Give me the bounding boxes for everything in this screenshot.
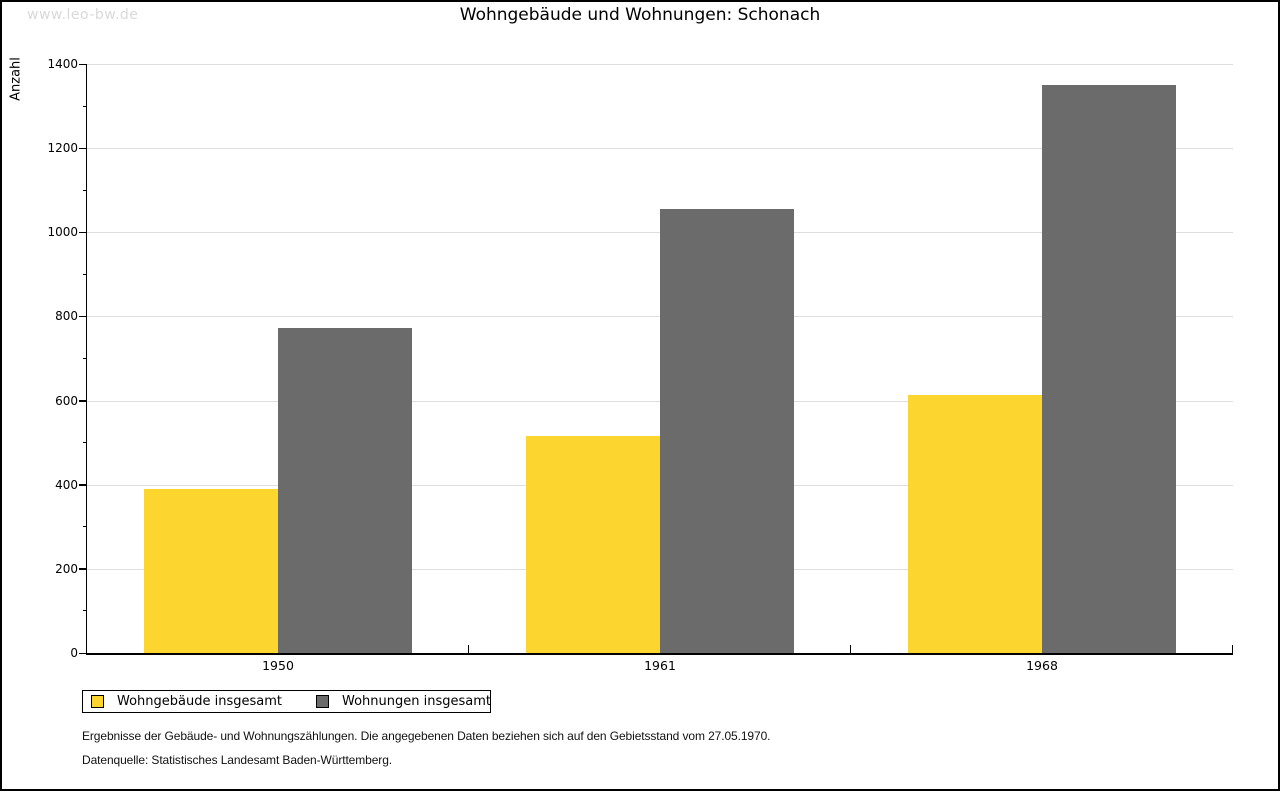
y-tick-label: 0 <box>70 646 78 660</box>
bar-wohnungen-1968 <box>1042 85 1176 653</box>
y-major-tick <box>79 484 87 486</box>
legend-label: Wohngebäude insgesamt <box>117 694 282 709</box>
y-tick-label: 800 <box>55 309 78 324</box>
y-major-tick <box>79 568 87 570</box>
legend-swatch <box>316 695 329 708</box>
x-boundary-tick <box>849 645 851 653</box>
y-tick-label: 1200 <box>47 141 78 156</box>
y-minor-tick <box>83 610 87 612</box>
y-tick-label: 1400 <box>47 57 78 71</box>
y-major-tick <box>79 231 87 234</box>
legend-item: Wohngebäude insgesamt <box>91 694 282 709</box>
x-boundary-tick <box>467 645 469 653</box>
gridline <box>87 64 1233 65</box>
y-minor-tick <box>83 273 87 275</box>
x-tick-label: 1961 <box>644 658 676 673</box>
x-boundary-tick <box>1231 645 1233 653</box>
legend-swatch <box>91 695 104 708</box>
y-major-tick <box>79 147 87 150</box>
y-tick-label: 400 <box>55 477 78 492</box>
chart-title: Wohngebäude und Wohnungen: Schonach <box>459 5 821 25</box>
y-major-tick <box>79 63 87 65</box>
x-tick-label: 1950 <box>262 658 294 673</box>
x-tick-label: 1968 <box>1026 658 1058 673</box>
y-minor-tick <box>83 442 87 444</box>
y-major-tick <box>79 315 87 318</box>
footnote-data-source: Datenquelle: Statistisches Landesamt Bad… <box>82 753 392 767</box>
y-minor-tick <box>83 189 87 191</box>
legend-item: Wohnungen insgesamt <box>316 694 491 709</box>
bar-wohnungen-1950 <box>278 328 412 653</box>
x-axis-line <box>85 652 1233 655</box>
footnote-source-note: Ergebnisse der Gebäude- und Wohnungszähl… <box>82 729 771 743</box>
y-major-tick <box>79 652 87 654</box>
bar-wohnungen-1961 <box>660 208 794 653</box>
y-axis-line <box>85 64 87 655</box>
watermark: www.leo-bw.de <box>27 7 139 23</box>
y-tick-label: 1000 <box>47 225 78 240</box>
bar-wohngebaeude-1950 <box>144 488 278 653</box>
gridline <box>87 148 1233 150</box>
legend-box: Wohngebäude insgesamt Wohnungen insgesamt <box>82 690 491 713</box>
y-tick-label: 600 <box>55 393 78 408</box>
bar-wohngebaeude-1961 <box>526 436 660 653</box>
y-tick-label: 200 <box>55 561 78 576</box>
y-major-tick <box>79 400 87 402</box>
legend-label: Wohnungen insgesamt <box>342 694 491 709</box>
y-minor-tick <box>83 358 87 359</box>
y-minor-tick <box>83 526 87 528</box>
y-minor-tick <box>83 105 87 107</box>
bar-wohngebaeude-1968 <box>908 395 1042 653</box>
